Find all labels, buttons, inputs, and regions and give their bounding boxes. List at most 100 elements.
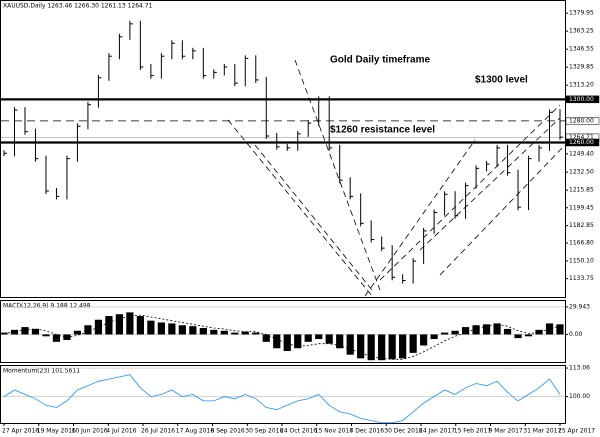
macd-bar [31,328,40,335]
momentum-title: Momentum(23) 101.5611 [3,368,80,375]
x-tick-label: 25 Apr 2017 [558,428,595,435]
macd-bar [357,334,365,359]
macd-bar [336,334,344,349]
y-tick-label: 1232.50 [569,169,594,176]
macd-bar [241,331,249,335]
level-label: 1280.00 [569,117,594,124]
macd-panel [0,300,566,363]
trendlines [227,59,566,297]
macd-bar [252,332,260,335]
macd-bar [388,334,396,360]
macd-bar [409,334,417,353]
y-tick-label: 113.06 [569,365,590,372]
macd-bar [10,329,19,335]
trendline [294,59,381,291]
y-tick-label: 1313.20 [569,82,594,89]
macd-bar [0,332,8,335]
macd-bar [84,325,92,335]
trendline [379,104,561,281]
macd-bar [199,328,207,335]
annotation: Gold Daily timeframe [330,55,430,66]
macd-bar [367,334,375,361]
y-tick-label: 1182.85 [569,222,594,229]
macd-bar [535,329,543,335]
momentum-panel [0,365,566,424]
level-label-box [565,117,600,125]
macd-bar [493,323,501,335]
macd-bar [482,324,491,335]
macd-bar [283,334,291,352]
level-label-box [565,95,600,104]
trendline [254,144,373,291]
y-tick-label: 1166.80 [569,239,594,246]
macd-bar [461,327,470,335]
macd-bar [157,322,165,335]
y-tick-label: 1249.40 [569,150,594,157]
y-tick-label: 1346.55 [569,46,594,53]
x-tick-label: 27 Apr 2016 [2,428,39,435]
momentum-line [3,374,561,424]
y-tick-label: 1363.25 [569,28,594,35]
macd-bar [420,334,428,346]
x-tick-label: 31 Mar 2017 [523,428,561,435]
macd-bar [73,330,82,335]
macd-bar [105,316,113,335]
y-tick-label: 0.00 [569,331,583,338]
annotation: $1300 level [475,75,528,86]
x-tick-label: 17 Aug 2016 [176,428,215,435]
y-tick-label: 1329.85 [569,64,594,71]
macd-bar [503,328,512,335]
macd-bar [524,334,533,337]
x-tick-label: 4 Jul 2016 [106,428,136,435]
x-tick-label: 26 Jul 2016 [141,428,175,435]
price-panel [0,0,566,298]
macd-bar [210,329,218,335]
macd-bar [399,334,407,359]
x-tick-label: 7 Dec 2016 [350,428,385,435]
x-tick-label: 30 Sep 2016 [245,428,283,435]
y-tick-label: 1199.45 [569,204,594,211]
trendline [364,139,476,297]
x-tick-label: 19 May 2016 [37,428,76,435]
macd-bar [42,334,50,337]
level-label: 1264.71 [569,134,594,141]
macd-signal [3,314,561,360]
x-tick-label: 24 Oct 2016 [280,428,317,435]
level-label: 1300.00 [569,96,594,103]
macd-bar [147,320,155,335]
trendline [439,144,566,276]
trendline [227,119,373,297]
x-tick-label: 15 Nov 2016 [315,428,354,435]
level-label: 1260.00 [569,139,594,146]
y-tick-label: 1379.95 [569,10,594,17]
macd-bar [315,334,323,340]
macd-bar [273,334,281,349]
y-tick-label: 1215.85 [569,187,594,194]
x-tick-label: 8 Sep 2016 [211,428,245,435]
macd-bar [545,323,554,335]
x-tick-label: 24 Jan 2017 [419,428,455,435]
macd-bar [126,312,134,335]
macd-bar [304,334,312,342]
macd-bar [115,314,123,335]
trendline [419,117,561,251]
macd-bar [451,330,459,335]
macd-bar [178,325,186,335]
macd-bar [220,330,228,335]
macd-bar [231,332,239,335]
x-tick-label: 9 Mar 2017 [489,428,523,435]
x-tick-label: 15 Feb 2017 [454,428,492,435]
y-tick-label: 1150.10 [569,257,594,264]
price-title: XAUUSD,Daily 1263.46 1266.30 1261.13 126… [3,3,153,10]
y-tick-label: 29.943 [569,303,590,310]
macd-bar [21,327,29,335]
y-tick-label: 100.00 [569,393,590,400]
y-tick-label: 1133.75 [569,275,594,282]
macd-bar [52,334,61,342]
macd-bar [262,334,270,342]
annotation: $1260 resistance level [330,125,435,136]
macd-bar [189,326,197,335]
macd-bar [294,334,302,349]
